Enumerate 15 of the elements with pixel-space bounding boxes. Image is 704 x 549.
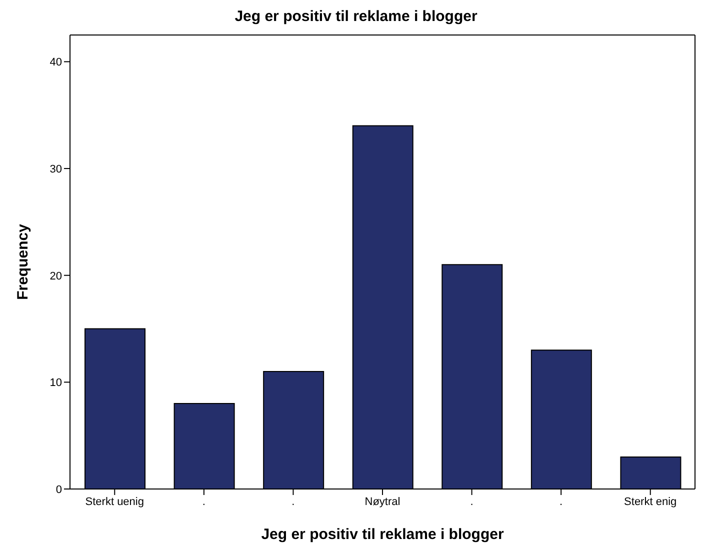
x-axis-title: Jeg er positiv til reklame i blogger xyxy=(261,526,504,543)
x-tick-label: Sterkt enig xyxy=(624,496,677,508)
y-tick-label: 30 xyxy=(50,163,62,176)
x-tick-label: . xyxy=(560,496,563,508)
y-tick-label: 20 xyxy=(50,270,62,282)
x-tick-label: . xyxy=(202,496,206,508)
y-tick-label: 40 xyxy=(50,56,62,69)
y-tick-label: 10 xyxy=(50,377,62,390)
x-tick-label: . xyxy=(292,496,295,508)
x-tick-label: Sterkt uenig xyxy=(85,496,144,508)
y-tick-label: 0 xyxy=(56,484,62,496)
chart-title: Jeg er positiv til reklame i blogger xyxy=(234,8,478,27)
y-axis-title: Frequency xyxy=(14,223,32,300)
x-tick-label: Nøytral xyxy=(364,496,400,508)
x-tick-label: . xyxy=(470,496,474,508)
